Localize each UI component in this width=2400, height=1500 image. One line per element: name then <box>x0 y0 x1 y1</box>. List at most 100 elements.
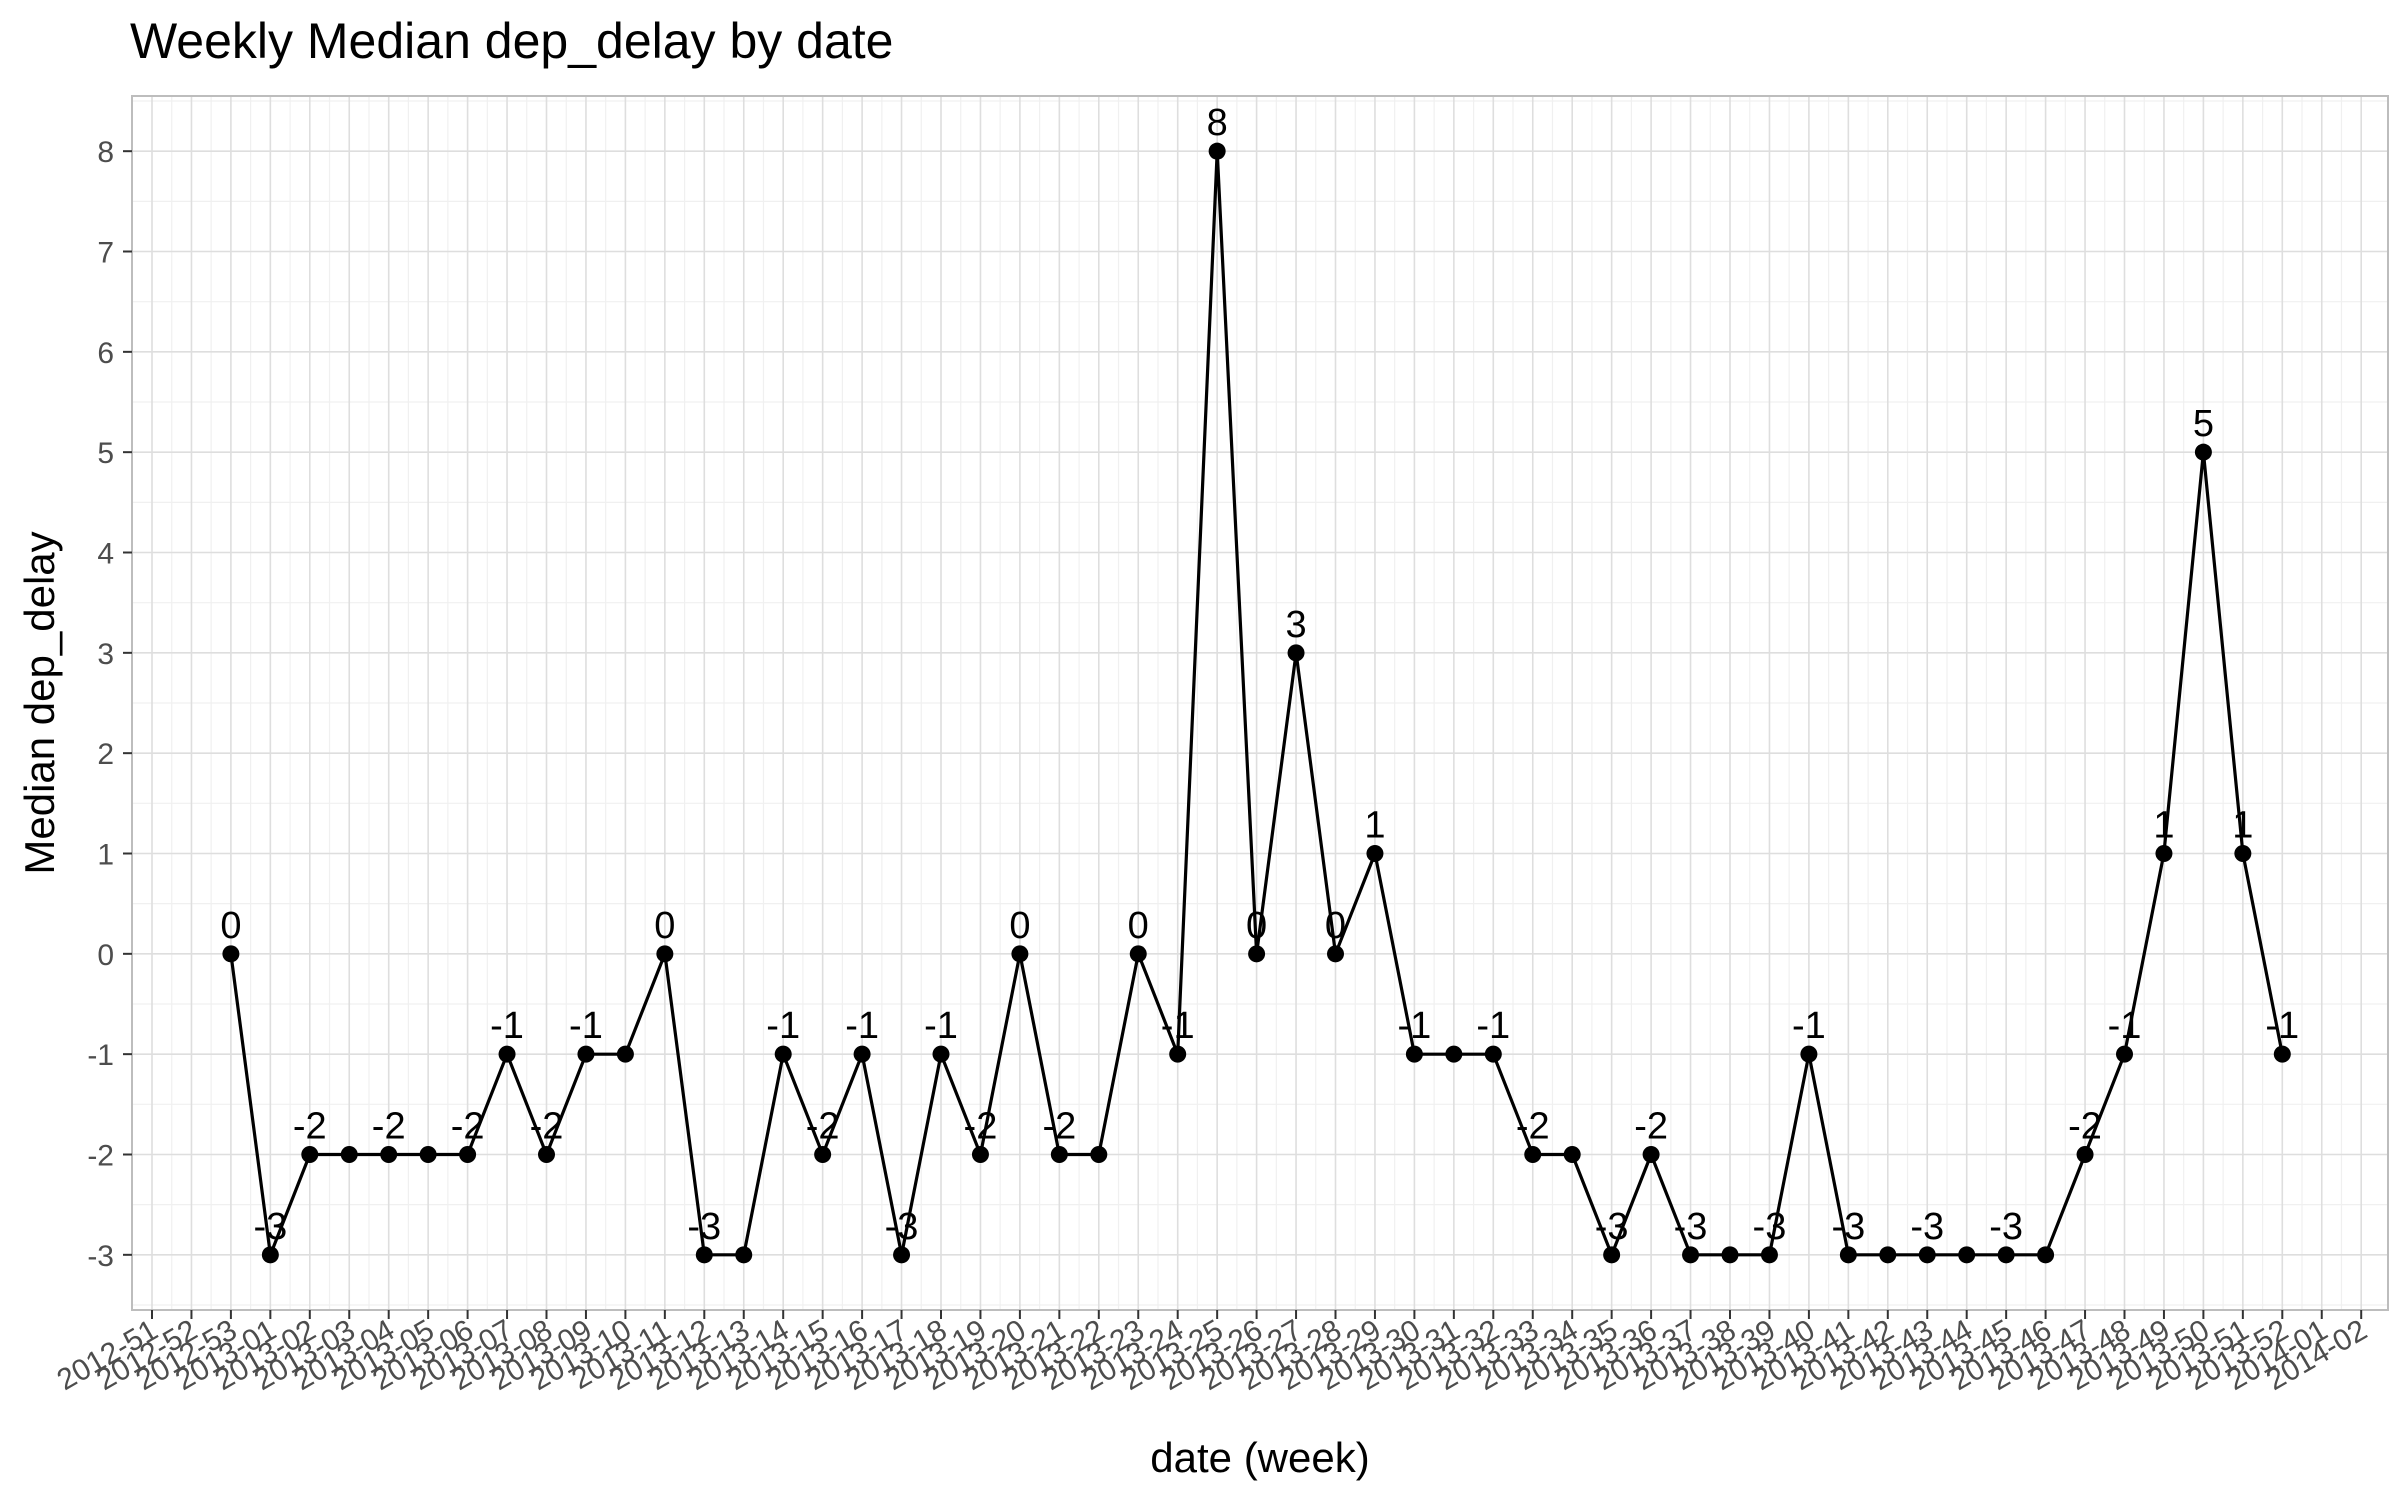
data-label: -1 <box>1792 1005 1826 1047</box>
data-label: -2 <box>293 1105 327 1147</box>
data-label: 1 <box>2232 804 2253 846</box>
data-label: 0 <box>654 905 675 947</box>
data-point <box>577 1045 595 1063</box>
data-label: -2 <box>1042 1105 1076 1147</box>
data-label: -3 <box>687 1206 721 1248</box>
data-point <box>498 1045 516 1063</box>
data-label: -1 <box>2108 1005 2142 1047</box>
data-point <box>538 1145 555 1163</box>
data-label: -3 <box>1753 1206 1787 1248</box>
series <box>222 142 2291 1264</box>
data-label: -2 <box>530 1105 564 1147</box>
data-point <box>735 1246 753 1264</box>
data-label: 0 <box>1246 905 1267 947</box>
data-point <box>1050 1145 1068 1163</box>
data-label: -1 <box>845 1005 879 1047</box>
data-point <box>1208 142 1226 160</box>
y-tick-label: 4 <box>97 538 114 571</box>
data-label: -2 <box>1516 1105 1550 1147</box>
data-label: 0 <box>1325 905 1346 947</box>
y-tick-label: 5 <box>97 437 114 470</box>
data-point <box>2155 844 2173 862</box>
data-point <box>2273 1045 2291 1063</box>
data-point <box>1445 1045 1463 1063</box>
data-point <box>340 1145 358 1163</box>
data-point <box>2234 844 2252 862</box>
data-point <box>1918 1246 1936 1264</box>
y-tick-label: 6 <box>97 337 114 370</box>
data-point <box>853 1045 871 1063</box>
x-axis-title: date (week) <box>1150 1434 1369 1481</box>
data-point <box>301 1145 319 1163</box>
data-label: -3 <box>1831 1206 1865 1248</box>
data-point <box>1839 1246 1857 1264</box>
data-label: -2 <box>964 1105 998 1147</box>
data-label: -1 <box>924 1005 958 1047</box>
data-point <box>1997 1246 2015 1264</box>
data-label: -2 <box>1634 1105 1668 1147</box>
data-label: -1 <box>1476 1005 1510 1047</box>
data-label: -3 <box>885 1206 919 1248</box>
data-label: -1 <box>569 1005 603 1047</box>
data-point <box>1011 945 1029 963</box>
data-label: -2 <box>451 1105 485 1147</box>
data-point <box>1682 1246 1700 1264</box>
data-point <box>616 1045 634 1063</box>
data-label: -2 <box>2068 1105 2102 1147</box>
data-point <box>1169 1045 1187 1063</box>
data-point <box>1287 644 1305 662</box>
data-point <box>1879 1246 1897 1264</box>
data-label: -1 <box>1398 1005 1432 1047</box>
y-axis-ticks: -3 -2 -1 0 1 2 3 4 5 6 7 8 <box>87 136 132 1273</box>
data-label: 1 <box>2153 804 2174 846</box>
data-label: -3 <box>1595 1206 1629 1248</box>
grid <box>132 96 2388 1310</box>
data-point <box>1129 945 1147 963</box>
data-label: -3 <box>1989 1206 2023 1248</box>
data-point <box>222 945 240 963</box>
data-labels: 0 -3 -2 -2 -2 -1 -2 -1 0 -3 -1 -2 -1 -3 -1 -2 0 -2 0 -1 8 0 3 0… <box>220 102 2299 1248</box>
data-point <box>459 1145 477 1163</box>
data-label: -1 <box>1161 1005 1195 1047</box>
y-tick-label: 2 <box>97 738 114 771</box>
data-point <box>774 1045 792 1063</box>
data-point <box>1524 1145 1542 1163</box>
data-label: -2 <box>372 1105 406 1147</box>
y-tick-label: 1 <box>97 838 114 871</box>
data-point <box>1563 1145 1581 1163</box>
data-point <box>1800 1045 1818 1063</box>
data-point <box>1366 844 1384 862</box>
data-label: -2 <box>806 1105 840 1147</box>
data-label: 0 <box>1009 905 1030 947</box>
data-point <box>814 1145 832 1163</box>
data-label: -1 <box>490 1005 524 1047</box>
data-point <box>695 1246 713 1264</box>
y-tick-label: 7 <box>97 237 114 270</box>
data-label: -1 <box>766 1005 800 1047</box>
data-point <box>1405 1045 1423 1063</box>
data-point <box>1248 945 1266 963</box>
data-point <box>1721 1246 1739 1264</box>
chart-title: Weekly Median dep_delay by date <box>130 13 893 69</box>
data-label: 8 <box>1207 102 1228 144</box>
data-point <box>1958 1246 1976 1264</box>
data-point <box>1760 1246 1778 1264</box>
data-point <box>1090 1145 1108 1163</box>
y-tick-label: 8 <box>97 136 114 169</box>
data-point <box>656 945 674 963</box>
data-point <box>2076 1145 2094 1163</box>
y-tick-label: -1 <box>87 1039 114 1072</box>
data-label: -3 <box>1910 1206 1944 1248</box>
data-label: -3 <box>253 1206 287 1248</box>
data-label: -3 <box>1674 1206 1708 1248</box>
y-tick-label: -3 <box>87 1240 114 1273</box>
y-tick-label: 3 <box>97 638 114 671</box>
data-label: 1 <box>1364 804 1385 846</box>
data-point <box>1327 945 1344 963</box>
data-point <box>419 1145 437 1163</box>
data-label: 0 <box>220 905 241 947</box>
data-point <box>261 1246 279 1264</box>
plot-border <box>131 95 2389 1311</box>
